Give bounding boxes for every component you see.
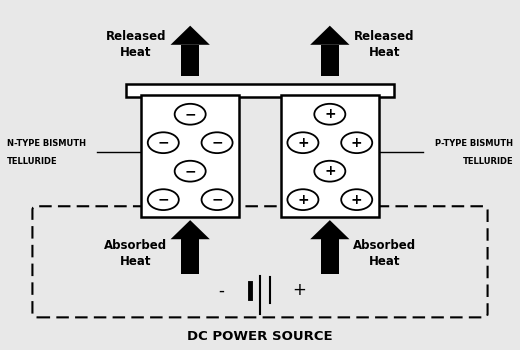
Text: +: +	[351, 193, 362, 206]
Text: −: −	[211, 193, 223, 206]
Text: −: −	[185, 164, 196, 178]
Text: Released
Heat: Released Heat	[354, 30, 414, 59]
Text: -: -	[218, 281, 224, 299]
Text: N-TYPE BISMUTH: N-TYPE BISMUTH	[7, 139, 86, 148]
Text: Released
Heat: Released Heat	[106, 30, 166, 59]
Circle shape	[314, 104, 345, 125]
Polygon shape	[171, 220, 210, 239]
Circle shape	[341, 189, 372, 210]
Polygon shape	[320, 239, 339, 274]
Circle shape	[202, 132, 232, 153]
Text: +: +	[297, 136, 309, 150]
Circle shape	[341, 132, 372, 153]
Text: −: −	[185, 107, 196, 121]
Text: +: +	[324, 107, 335, 121]
Polygon shape	[181, 239, 200, 274]
Polygon shape	[310, 220, 349, 239]
Circle shape	[175, 161, 206, 182]
Polygon shape	[181, 45, 200, 76]
Bar	[141, 95, 239, 217]
Text: −: −	[158, 136, 169, 150]
Text: DC POWER SOURCE: DC POWER SOURCE	[187, 330, 333, 343]
Polygon shape	[171, 26, 210, 45]
Circle shape	[175, 104, 206, 125]
Text: −: −	[211, 136, 223, 150]
Text: +: +	[324, 164, 335, 178]
Text: P-TYPE BISMUTH: P-TYPE BISMUTH	[435, 139, 513, 148]
Circle shape	[288, 189, 318, 210]
Bar	[281, 95, 379, 217]
Circle shape	[148, 189, 179, 210]
Text: +: +	[351, 136, 362, 150]
Circle shape	[288, 132, 318, 153]
Text: Absorbed
Heat: Absorbed Heat	[105, 239, 167, 268]
Text: +: +	[292, 281, 306, 299]
FancyBboxPatch shape	[32, 206, 488, 317]
Polygon shape	[320, 45, 339, 76]
Circle shape	[148, 132, 179, 153]
Polygon shape	[310, 26, 349, 45]
Text: −: −	[158, 193, 169, 206]
Circle shape	[314, 161, 345, 182]
Text: TELLURIDE: TELLURIDE	[7, 156, 57, 166]
Circle shape	[202, 189, 232, 210]
Text: Absorbed
Heat: Absorbed Heat	[353, 239, 415, 268]
Bar	[125, 84, 395, 97]
Text: TELLURIDE: TELLURIDE	[463, 156, 513, 166]
Text: +: +	[297, 193, 309, 206]
